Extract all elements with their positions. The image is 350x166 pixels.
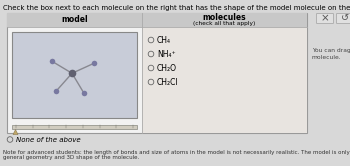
FancyBboxPatch shape xyxy=(7,13,307,133)
Text: None of the above: None of the above xyxy=(16,136,80,142)
Text: molecule.: molecule. xyxy=(312,55,342,60)
Text: CH₂Cl: CH₂Cl xyxy=(157,78,178,87)
Text: Check the box next to each molecule on the right that has the shape of the model: Check the box next to each molecule on t… xyxy=(3,5,350,11)
Text: general geometry and 3D shape of the molecule.: general geometry and 3D shape of the mol… xyxy=(3,155,139,160)
FancyBboxPatch shape xyxy=(316,13,334,24)
FancyBboxPatch shape xyxy=(336,13,350,24)
Text: ×: × xyxy=(321,13,329,24)
FancyBboxPatch shape xyxy=(142,27,307,133)
Text: Note for advanced students: the length of bonds and size of atoms in the model i: Note for advanced students: the length o… xyxy=(3,150,350,155)
Text: molecules: molecules xyxy=(203,12,246,22)
Polygon shape xyxy=(13,129,18,135)
FancyBboxPatch shape xyxy=(12,32,137,118)
Text: ↺: ↺ xyxy=(341,13,349,24)
Text: CH₂O: CH₂O xyxy=(157,64,177,73)
Text: (check all that apply): (check all that apply) xyxy=(193,20,256,26)
Text: CH₄: CH₄ xyxy=(157,36,171,45)
Text: NH₄⁺: NH₄⁺ xyxy=(157,50,176,59)
FancyBboxPatch shape xyxy=(12,124,137,128)
Text: model: model xyxy=(61,15,88,25)
Text: You can drag the slider to rotate the model: You can drag the slider to rotate the mo… xyxy=(312,48,350,53)
FancyBboxPatch shape xyxy=(7,13,307,27)
